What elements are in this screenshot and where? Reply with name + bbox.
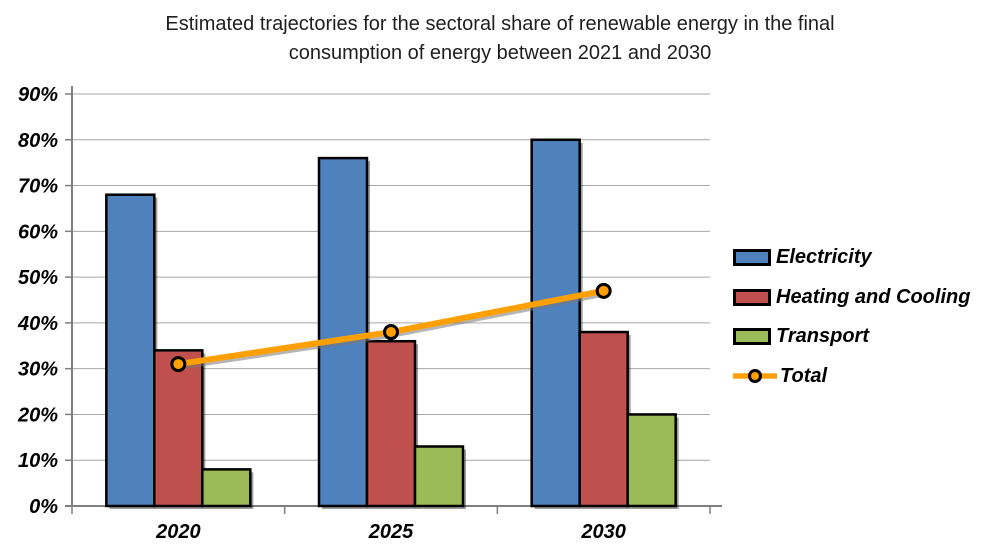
total-marker-2025 bbox=[383, 324, 399, 341]
y-tick-label: 70% bbox=[18, 176, 58, 198]
legend-item-heating-and-cooling: Heating and Cooling bbox=[733, 278, 970, 318]
transport-bar-2030 bbox=[626, 413, 677, 508]
y-tick-label: 80% bbox=[18, 130, 58, 152]
y-tick-label: 60% bbox=[18, 221, 58, 243]
legend-label-electricity: Electricity bbox=[776, 246, 872, 269]
legend-label-heating-and-cooling: Heating and Cooling bbox=[776, 285, 971, 308]
electricity-bar-2020 bbox=[105, 193, 156, 508]
chart-title-line2: consumption of energy between 2021 and 2… bbox=[288, 42, 712, 64]
y-tick-label: 30% bbox=[18, 359, 58, 381]
heating-and-cooling-swatch-icon bbox=[733, 288, 771, 306]
y-tick-label: 50% bbox=[18, 267, 58, 289]
legend-item-total: Total bbox=[731, 357, 970, 397]
legend-item-transport: Transport bbox=[733, 317, 970, 357]
transport-bar-2025 bbox=[413, 445, 465, 508]
x-tick-label: 2030 bbox=[580, 521, 626, 543]
y-tick-label: 40% bbox=[17, 313, 58, 335]
electricity-swatch-icon bbox=[733, 249, 771, 267]
heating-and-cooling-bar-2030 bbox=[578, 330, 629, 508]
electricity-bar-2030 bbox=[530, 138, 581, 508]
electricity-bar-2025 bbox=[317, 156, 369, 508]
total-line-marker-icon bbox=[731, 365, 779, 387]
y-tick-label: 10% bbox=[18, 450, 58, 472]
y-tick-label: 0% bbox=[29, 496, 58, 518]
transport-bar-2020 bbox=[201, 468, 252, 508]
total-marker-2020 bbox=[170, 356, 187, 373]
transport-swatch-icon bbox=[733, 328, 771, 346]
legend-label-transport: Transport bbox=[776, 325, 869, 348]
legend: Electricity Heating and Cooling Transport T… bbox=[731, 238, 970, 397]
chart-title-line1: Estimated trajectories for the sectoral … bbox=[165, 13, 835, 35]
x-tick-label: 2025 bbox=[368, 521, 414, 543]
chart-title: Estimated trajectories for the sectoral … bbox=[0, 10, 1000, 68]
x-tick-label: 2020 bbox=[155, 521, 201, 543]
heating-and-cooling-bar-2025 bbox=[365, 339, 417, 508]
total-marker-2030 bbox=[595, 282, 612, 299]
y-tick-label: 90% bbox=[18, 84, 58, 106]
legend-label-total: Total bbox=[780, 364, 828, 387]
legend-item-electricity: Electricity bbox=[733, 238, 970, 278]
y-tick-label: 20% bbox=[17, 404, 58, 426]
heating-and-cooling-bar-2020 bbox=[153, 349, 204, 508]
